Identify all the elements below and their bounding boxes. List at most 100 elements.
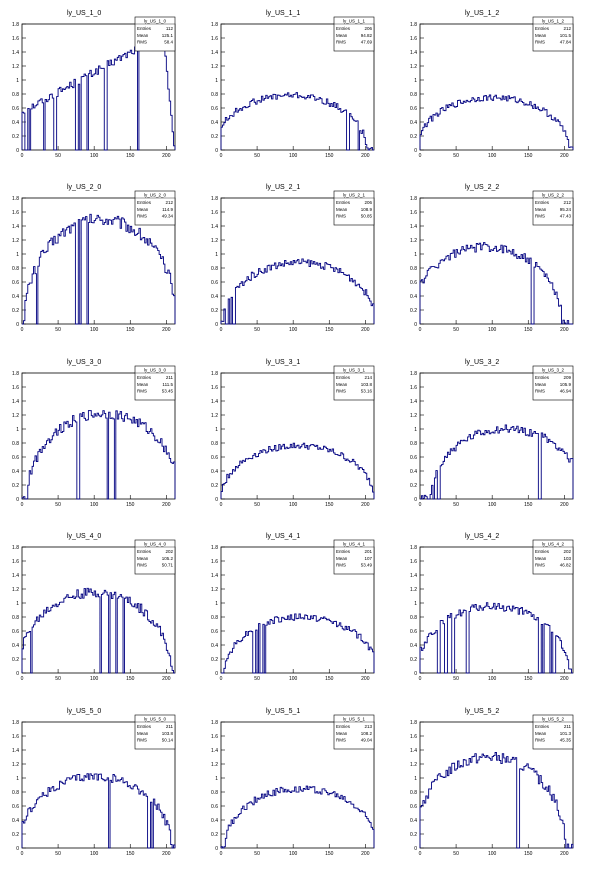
- histogram-panel: ly_US_4_0 0 0.2 0.4 0.6 0.8 1 1.2 1.4 1.6 1.8 0 50 10…: [12, 533, 176, 682]
- x-tick-label: 200: [162, 851, 171, 857]
- stats-box: ly_US_4_2 Entries 202 Mean 103 RMS 46.82: [532, 539, 574, 575]
- x-tick-label: 150: [126, 153, 135, 159]
- x-tick-label: 150: [524, 851, 533, 857]
- panel-title: ly_US_3_2: [465, 359, 499, 366]
- y-tick-label: 1.2: [12, 64, 19, 70]
- y-tick-label: 0.8: [12, 266, 19, 272]
- x-tick-label: 100: [488, 327, 497, 333]
- stats-value: 206: [364, 26, 372, 31]
- y-tick-label: 0: [414, 846, 417, 852]
- plot-frame: [21, 372, 176, 500]
- y-tick-label: 1.4: [211, 399, 218, 405]
- y-tick-label: 0.8: [211, 441, 218, 447]
- stats-value: 47.69: [361, 40, 373, 45]
- stats-label: Mean: [535, 731, 547, 736]
- y-tick-label: 0.6: [410, 106, 417, 112]
- y-tick-label: 0: [215, 322, 218, 328]
- stats-label: Mean: [137, 207, 149, 212]
- y-tick-label: 0.6: [211, 106, 218, 112]
- stats-label: RMS: [137, 389, 147, 394]
- stats-value: 47.84: [560, 40, 572, 45]
- y-tick-label: 1.8: [410, 196, 417, 202]
- stats-title: ly_US_1_2: [542, 19, 565, 24]
- x-tick-label: 150: [325, 502, 334, 508]
- x-tick-label: 100: [488, 153, 497, 159]
- y-tick-label: 0.4: [211, 818, 218, 824]
- y-tick-label: 0.2: [12, 832, 19, 838]
- y-tick-label: 1.8: [12, 720, 19, 726]
- y-tick-label: 1.4: [211, 748, 218, 754]
- y-tick-label: 1.8: [211, 22, 218, 28]
- histogram-panel: ly_US_2_1 0 0.2 0.4 0.6 0.8 1 1.2 1.4 1.6 1.8 0 50 10…: [211, 184, 375, 333]
- stats-label: RMS: [137, 563, 147, 568]
- plot-frame: [220, 23, 375, 151]
- panel-title: ly_US_1_0: [67, 10, 101, 17]
- stats-label: RMS: [535, 214, 545, 219]
- x-tick-label: 0: [220, 153, 223, 159]
- stats-box: ly_US_4_1 Entries 201 Mean 107 RMS 53.49: [333, 539, 375, 575]
- histogram-panel: ly_US_4_1 0 0.2 0.4 0.6 0.8 1 1.2 1.4 1.6 1.8 0 50 10…: [211, 533, 375, 682]
- y-tick-label: 0.6: [12, 106, 19, 112]
- y-tick-label: 1.8: [12, 371, 19, 377]
- y-tick-label: 0.8: [211, 790, 218, 796]
- stats-value: 47.43: [560, 214, 572, 219]
- y-tick-label: 1: [215, 252, 218, 258]
- stats-value: 105.9: [560, 382, 572, 387]
- x-tick-label: 0: [21, 676, 24, 682]
- plot-frame: [21, 546, 176, 674]
- stats-box: ly_US_2_0 Entries 212 Mean 114.9 RMS 49.34: [134, 190, 176, 226]
- y-tick-label: 0.8: [12, 790, 19, 796]
- y-tick-label: 0.6: [12, 804, 19, 810]
- panel-title: ly_US_4_1: [266, 533, 300, 540]
- x-tick-label: 0: [419, 676, 422, 682]
- x-tick-label: 100: [289, 502, 298, 508]
- stats-label: Entries: [535, 375, 550, 380]
- y-tick-label: 0.4: [410, 469, 417, 475]
- y-tick-label: 0: [215, 846, 218, 852]
- stats-value: 212: [563, 200, 571, 205]
- stats-label: RMS: [535, 389, 545, 394]
- stats-box: ly_US_2_1 Entries 206 Mean 108.9 RMS 50.85: [333, 190, 375, 226]
- y-tick-label: 1.6: [211, 385, 218, 391]
- x-tick-label: 200: [162, 153, 171, 159]
- y-tick-label: 0.6: [211, 455, 218, 461]
- y-tick-label: 1.4: [410, 748, 417, 754]
- x-tick-label: 200: [560, 153, 569, 159]
- stats-value: 125.1: [162, 33, 174, 38]
- y-tick-label: 0.6: [211, 280, 218, 286]
- x-tick-label: 200: [361, 502, 370, 508]
- histogram-line: [220, 92, 374, 151]
- stats-box: ly_US_1_1 Entries 206 Mean 94.82 RMS 47.69: [333, 16, 375, 52]
- plot-frame: [21, 197, 176, 325]
- x-tick-label: 0: [220, 676, 223, 682]
- panel-title: ly_US_4_2: [465, 533, 499, 540]
- y-tick-label: 0.8: [211, 615, 218, 621]
- y-tick-label: 0.4: [12, 469, 19, 475]
- y-tick-label: 0.2: [211, 308, 218, 314]
- stats-label: Mean: [535, 382, 547, 387]
- stats-value: 108.2: [361, 731, 373, 736]
- y-tick-label: 0: [215, 671, 218, 677]
- stats-value: 95.24: [560, 207, 572, 212]
- stats-value: 49.04: [361, 738, 373, 743]
- x-tick-label: 200: [560, 851, 569, 857]
- stats-label: Entries: [336, 200, 351, 205]
- stats-title: ly_US_5_1: [343, 717, 366, 722]
- stats-label: Entries: [336, 26, 351, 31]
- stats-label: RMS: [535, 40, 545, 45]
- stats-title: ly_US_3_0: [144, 368, 167, 373]
- stats-label: Mean: [137, 382, 149, 387]
- y-tick-label: 0.6: [12, 280, 19, 286]
- stats-label: Entries: [535, 26, 550, 31]
- histogram-line: [22, 213, 176, 325]
- y-tick-label: 0: [16, 322, 19, 328]
- plot-frame: [21, 23, 176, 151]
- y-tick-label: 1.6: [12, 385, 19, 391]
- plot-frame: [220, 546, 375, 674]
- stats-label: RMS: [137, 40, 147, 45]
- y-tick-label: 1.8: [410, 720, 417, 726]
- y-tick-label: 0.6: [211, 629, 218, 635]
- stats-value: 49.34: [162, 214, 174, 219]
- histogram-line: [419, 242, 573, 325]
- panel-title: ly_US_2_0: [67, 184, 101, 191]
